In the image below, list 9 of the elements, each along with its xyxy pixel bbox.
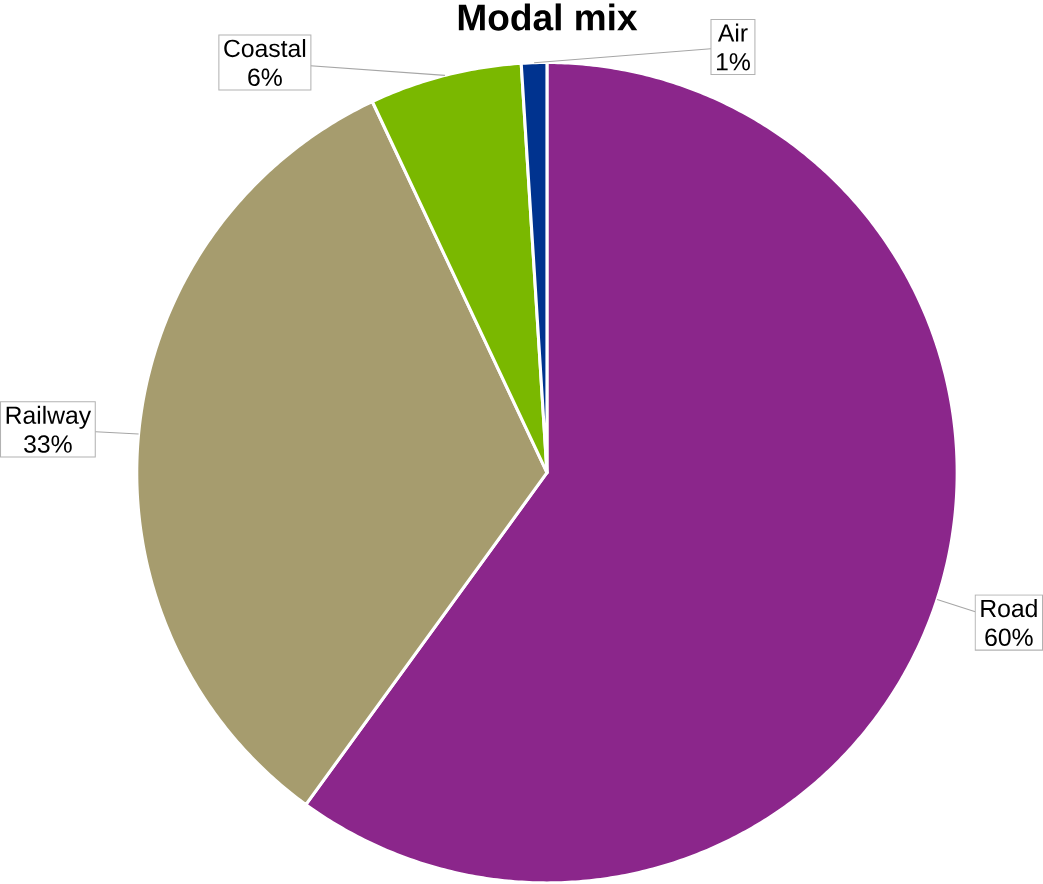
slice-label: Railway [6,405,92,429]
slice-label: Air [717,23,748,42]
slice-label: Road [981,598,1037,617]
data-label: 6% [248,68,282,86]
slice-label: Coastal [224,38,306,57]
data-label: 33% [24,435,72,453]
data-label: 1% [716,52,750,71]
chart-title: Modal mix [458,3,638,31]
data-label: 60% [985,628,1033,646]
